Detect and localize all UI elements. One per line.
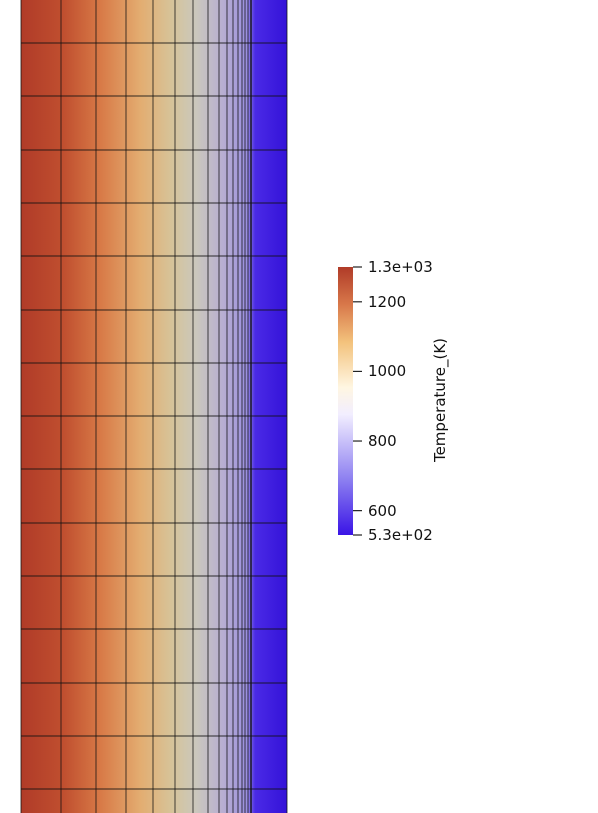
- colorbar-tick-label: 800: [368, 432, 397, 451]
- mesh-grid: [20, 0, 288, 813]
- colorbar-tick-label: 1.3e+03: [368, 258, 433, 276]
- colorbar-title: Temperature_(K): [431, 337, 449, 463]
- colorbar: [338, 267, 353, 535]
- colorbar-tick-label: 1200: [368, 292, 407, 311]
- colorbar-ticks: [353, 266, 362, 536]
- colorbar-tick-label: 600: [368, 501, 397, 520]
- colorbar-tick-label: 5.3e+02: [368, 526, 433, 544]
- temperature-field: [21, 0, 287, 813]
- colorbar-tick-label: 1000: [368, 362, 407, 381]
